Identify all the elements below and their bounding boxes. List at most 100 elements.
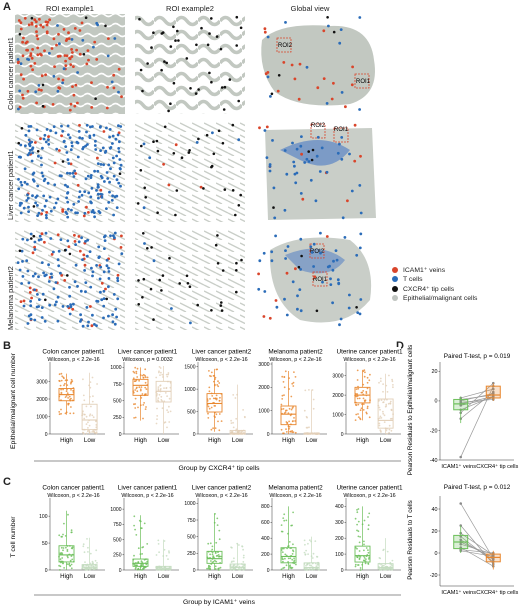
jitter-point [163,548,166,551]
cell-dot [344,105,347,109]
jitter-point [91,400,94,403]
cell-dot [44,140,48,144]
cell-dot [142,277,146,281]
cell-dot [167,183,171,187]
jitter-point [60,546,63,549]
pair-line [460,503,494,559]
jitter-point [155,554,158,556]
jitter-point [219,566,222,569]
jitter-point [359,536,361,538]
jitter-point [167,558,169,560]
jitter-point [64,379,67,382]
cell-dot [263,290,267,293]
category-label: Low [380,437,392,444]
cell-dot [27,205,30,209]
cell-dot [309,245,313,249]
cell-dot [240,258,243,262]
cell-dot [53,183,57,187]
jitter-point [291,558,294,561]
jitter-point [207,412,209,415]
jitter-point [379,377,382,380]
cell-dot [55,300,58,304]
paired-stat: Paired T-test, p = 0.019 [444,353,511,360]
jitter-point [368,379,371,382]
jitter-point [365,392,368,394]
cell-dot [172,152,176,155]
jitter-point [209,553,212,556]
category-label: Low [232,573,244,580]
jitter-point [379,380,382,382]
cell-dot [33,240,37,244]
cell-dot [67,162,71,165]
cell-dot [160,289,163,292]
jitter-point [380,563,382,566]
jitter-point [87,551,89,553]
jitter-point [132,370,135,373]
jitter-point [92,416,95,419]
cell-dot [99,188,103,192]
cell-dot [115,178,119,182]
jitter-point [380,399,383,401]
jitter-point [383,421,386,423]
jitter-point [287,557,290,560]
y-tick-label: 1000 [332,412,343,418]
cell-dot [85,254,89,258]
cell-dot [152,259,156,263]
jitter-point [357,564,360,566]
y-tick-label: 0 [267,432,270,438]
cell-dot [116,279,120,283]
legend-dot-cxcr4 [392,285,398,292]
jitter-point [143,402,146,404]
cell-dot [220,309,224,312]
category-label: High [134,437,147,444]
jitter-point [214,552,217,554]
jitter-point [60,379,63,382]
cell-dot [24,133,28,137]
cell-dot [53,206,56,210]
jitter-point [291,431,294,434]
cell-dot [67,245,71,249]
y-tick-label: 800 [261,504,270,510]
jitter-point [208,564,210,567]
subplot-title-bar [182,347,253,356]
jitter-point [216,524,219,526]
pair-line [460,391,494,419]
cell-dot [32,179,36,183]
cell-dot [305,157,309,161]
pair-point [491,395,495,398]
jitter-point [357,413,359,415]
cell-dot [34,20,38,24]
jitter-point [242,561,245,563]
jitter-point [379,557,382,560]
jitter-point [366,405,369,408]
cell-dot [87,58,90,62]
pair-line [460,550,494,557]
cell-dot [298,288,302,291]
jitter-point [210,560,212,562]
jitter-point [362,409,365,411]
cell-dot [19,201,22,205]
cell-dot [266,75,270,79]
jitter-point [92,395,94,398]
cell-dot [85,130,88,134]
cell-dot [78,52,82,56]
box-low [81,403,98,431]
jitter-point [143,522,146,525]
cell-dot [33,62,37,65]
cell-dot [104,24,107,28]
cell-dot [97,196,100,200]
jitter-point [62,388,64,391]
cell-dot [56,24,59,27]
jitter-point [306,416,308,419]
cell-dot [30,16,34,20]
cell-dot [313,275,317,279]
cell-dot [62,140,66,144]
jitter-point [238,544,240,546]
cell-dot [102,304,106,308]
cell-dot [81,38,85,42]
subplot-stat: Wilcoxon, p = 0.0032 [122,357,173,363]
cell-dot [17,107,20,111]
subplot-stat: Wilcoxon, p < 2.2e-16 [121,493,173,499]
jitter-point [384,565,387,568]
jitter-point [88,414,91,417]
